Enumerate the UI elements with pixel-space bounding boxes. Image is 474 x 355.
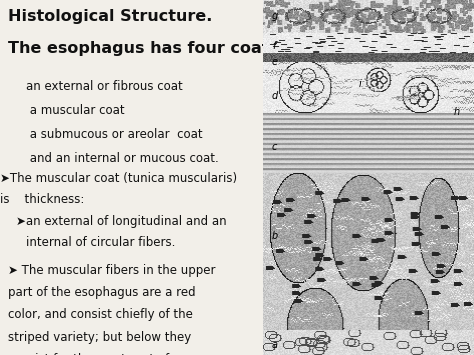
Text: an external or fibrous coat: an external or fibrous coat	[27, 80, 183, 93]
Text: b: b	[272, 231, 278, 241]
Text: and an internal or mucous coat.: and an internal or mucous coat.	[27, 152, 219, 165]
Text: internal of circular fibers.: internal of circular fibers.	[27, 236, 176, 249]
Text: h: h	[454, 107, 459, 117]
Text: The esophagus has four coats:: The esophagus has four coats:	[8, 41, 285, 56]
Text: striped variety; but below they: striped variety; but below they	[8, 331, 191, 344]
Text: i: i	[358, 78, 361, 89]
Text: color, and consist chiefly of the: color, and consist chiefly of the	[8, 308, 193, 322]
Text: a submucous or areolar  coat: a submucous or areolar coat	[27, 128, 203, 141]
Text: ➤ The muscular fibers in the upper: ➤ The muscular fibers in the upper	[8, 264, 215, 278]
Text: c: c	[272, 142, 277, 153]
Text: consist for the most part of: consist for the most part of	[8, 353, 169, 355]
Text: a: a	[272, 339, 278, 350]
Text: f: f	[272, 41, 275, 51]
Text: e: e	[272, 57, 278, 67]
Text: Histological Structure.: Histological Structure.	[8, 9, 212, 24]
Text: ➤The muscular coat (tunica muscularis): ➤The muscular coat (tunica muscularis)	[0, 172, 237, 185]
Text: g: g	[272, 11, 278, 21]
Text: d: d	[272, 91, 278, 101]
Text: is    thickness:: is thickness:	[0, 193, 84, 207]
Text: a muscular coat: a muscular coat	[27, 104, 125, 117]
Text: ➤an external of longitudinal and an: ➤an external of longitudinal and an	[16, 215, 227, 228]
Text: part of the esophagus are a red: part of the esophagus are a red	[8, 286, 195, 300]
